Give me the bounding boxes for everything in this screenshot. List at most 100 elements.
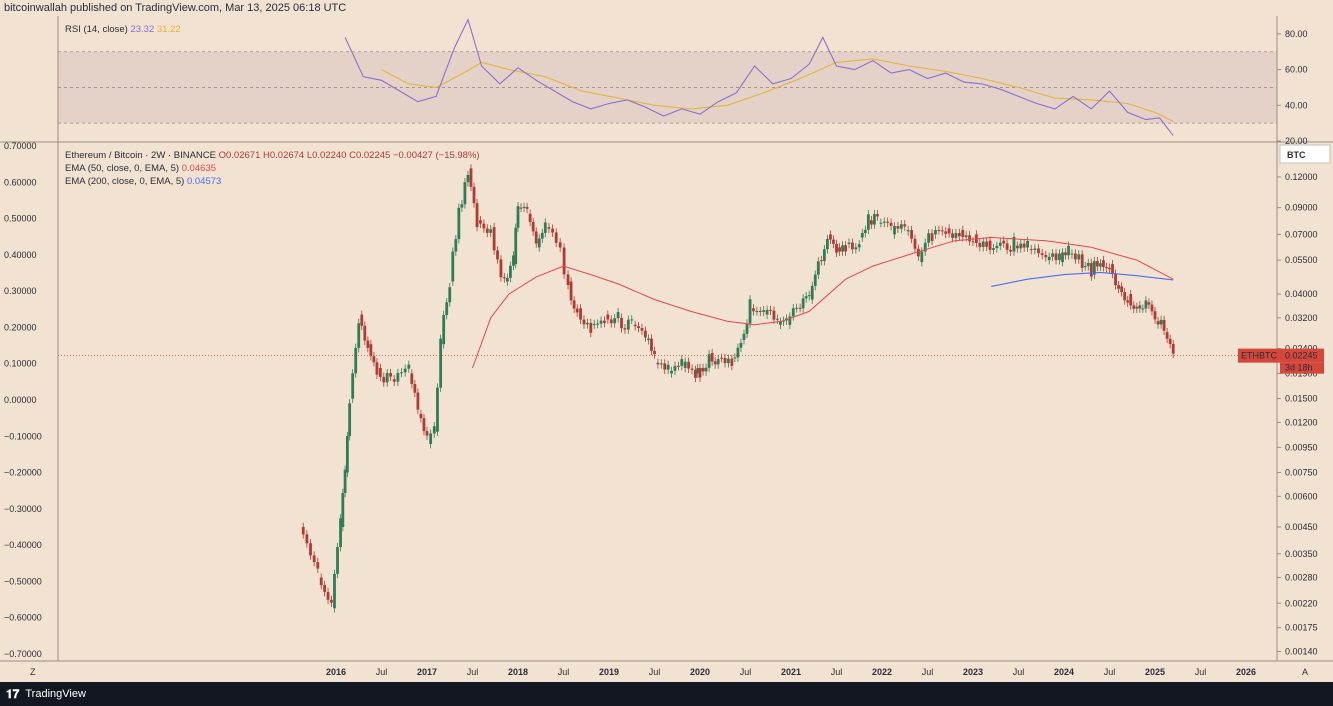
price-tag: [1238, 348, 1324, 363]
candle-body: [1026, 240, 1029, 248]
candle-body: [1150, 304, 1154, 312]
candle-body: [663, 363, 667, 370]
candle-body: [537, 238, 541, 248]
right-axis-label: 0.00950: [1285, 442, 1318, 452]
chart-canvas[interactable]: 80.00 60.00 40.00 20.00 0.70000 0.60000 0.5000…: [0, 16, 1333, 682]
candle-body: [422, 418, 426, 432]
candle-body: [1033, 248, 1037, 250]
time-axis-label: Jul: [740, 667, 752, 677]
candle-body: [813, 274, 817, 286]
candle-body: [309, 543, 312, 556]
time-axis-label: 2026: [1236, 667, 1256, 677]
ema200-legend: EMA (200, close, 0, EMA, 5) 0.04573: [65, 176, 221, 187]
candle-body: [448, 287, 452, 303]
candle-body: [416, 392, 420, 410]
candle-body: [1029, 249, 1033, 251]
candle-body: [403, 368, 407, 373]
candle-body: [585, 322, 589, 325]
candle-body: [429, 433, 433, 445]
left-axis-label: 0.30000: [4, 286, 37, 296]
candle-body: [873, 214, 876, 225]
candle-body: [978, 242, 982, 248]
candle-body: [951, 233, 954, 238]
right-axis-label: 0.12000: [1285, 172, 1318, 182]
candle-body: [369, 344, 373, 357]
time-axis-label: 2018: [508, 667, 528, 677]
candle-body: [562, 247, 566, 275]
candle-body: [659, 363, 663, 365]
candle-body: [656, 362, 660, 365]
candle-body: [844, 245, 847, 252]
right-axis-label: 0.03200: [1285, 313, 1318, 323]
candle-body: [1092, 261, 1096, 275]
candle-body: [419, 413, 423, 419]
candle-body: [382, 376, 386, 383]
candle-body: [879, 222, 883, 224]
candle-body: [378, 367, 382, 377]
candle-body: [683, 361, 687, 368]
candle-body: [1126, 300, 1130, 303]
right-axis-label: 0.00220: [1285, 598, 1318, 608]
candle-body: [505, 277, 509, 282]
currency-button: [1279, 144, 1331, 164]
left-axis-label: 0.40000: [4, 250, 37, 260]
candle-body: [551, 228, 554, 233]
candle-body: [466, 174, 470, 183]
tradingview-footer: 𝟏𝟕 TradingView: [0, 682, 1333, 706]
left-axis-label: −0.30000: [4, 504, 42, 514]
candle-body: [647, 338, 650, 340]
candle-body: [917, 248, 920, 257]
candle-body: [389, 373, 392, 377]
candle-body: [502, 277, 506, 279]
candle-body: [330, 599, 333, 603]
candle-body: [436, 387, 439, 432]
time-axis-label: Jul: [831, 667, 843, 677]
time-axis-label: 2020: [690, 667, 710, 677]
candle-body: [512, 255, 515, 266]
ema50-line: [472, 236, 1174, 369]
candle-body: [626, 319, 630, 330]
candle-body: [1047, 256, 1051, 261]
candle-body: [499, 259, 503, 278]
candle-body: [944, 231, 948, 234]
candle-body: [696, 368, 700, 374]
ema50-legend-part: 0.04635: [182, 163, 216, 174]
candle-body: [305, 534, 309, 544]
candle-body: [301, 526, 305, 535]
candle-body: [1022, 243, 1026, 248]
candle-body: [316, 562, 320, 569]
candle-body: [519, 207, 523, 209]
candle-body: [1168, 338, 1172, 345]
candle-body: [736, 347, 740, 358]
candle-body: [807, 295, 811, 297]
rsi-legend-part: 31.22: [157, 24, 181, 35]
candle-body: [385, 373, 389, 383]
left-axis-label: 0.60000: [4, 177, 37, 187]
time-axis-label: 2023: [963, 667, 983, 677]
candle-body: [1044, 254, 1048, 258]
candle-body: [998, 242, 1002, 246]
candle-body: [407, 364, 411, 369]
candle-body: [442, 315, 446, 345]
candle-body: [558, 242, 562, 248]
candle-body: [1105, 267, 1108, 269]
axes: 80.00 60.00 40.00 20.00 0.70000 0.60000 0.5000…: [0, 16, 1333, 677]
candle-body: [454, 239, 458, 252]
candle-body: [606, 314, 610, 320]
candle-body: [1108, 267, 1111, 270]
left-axis-label: −0.60000: [4, 613, 42, 623]
candle-body: [534, 231, 538, 244]
candle-body: [869, 220, 873, 225]
candle-body: [366, 340, 370, 348]
symbol-legend-part: L0.02240: [307, 150, 349, 161]
candle-body: [676, 365, 680, 367]
right-axis-label: 0.07000: [1285, 229, 1318, 239]
candle-body: [670, 370, 673, 374]
time-axis-label: 2022: [872, 667, 892, 677]
left-axis-label: 0.10000: [4, 359, 37, 369]
candle-body: [985, 241, 989, 247]
candle-body: [889, 222, 893, 226]
candle-body: [620, 317, 623, 329]
rsi-ma-line: [381, 58, 1174, 122]
candle-body: [730, 358, 734, 366]
